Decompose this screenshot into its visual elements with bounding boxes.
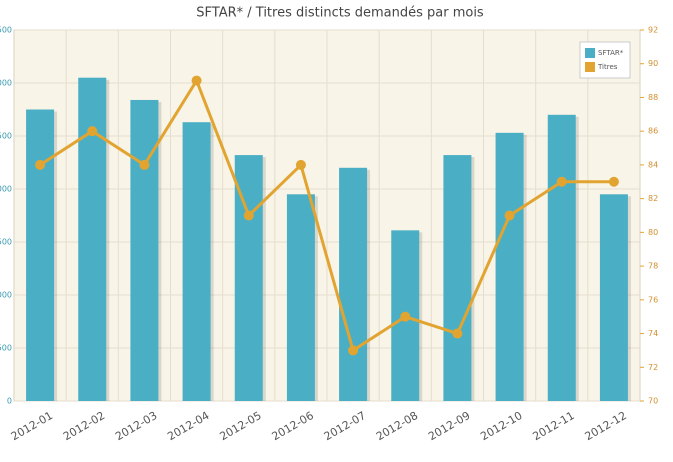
y2-tick-label: 86: [648, 127, 658, 136]
bar: [130, 99, 159, 402]
y2-tick-label: 82: [648, 194, 658, 203]
y-tick-label: 2000: [0, 185, 12, 194]
y2-tick-label: 78: [648, 262, 658, 271]
y-tick-label: 3000: [0, 79, 12, 88]
legend-swatch: [585, 48, 595, 58]
line-point: [556, 176, 567, 187]
bar: [495, 132, 524, 401]
line-point: [295, 159, 306, 170]
x-tick-label: 2012-06: [270, 409, 316, 443]
bar: [339, 167, 368, 401]
line-point: [452, 328, 463, 339]
x-tick-label: 2012-08: [374, 409, 420, 443]
bar: [26, 109, 55, 401]
line-point: [348, 345, 359, 356]
bar: [286, 194, 315, 401]
y2-tick-label: 70: [648, 397, 658, 406]
line-point: [400, 311, 411, 322]
y2-tick-label: 90: [648, 59, 658, 68]
y2-tick-label: 74: [648, 329, 658, 338]
y2-tick-label: 84: [648, 160, 658, 169]
x-tick-label: 2012-12: [583, 409, 629, 443]
y-tick-label: 500: [0, 344, 12, 353]
x-tick-label: 2012-05: [217, 409, 263, 443]
y-tick-label: 1500: [0, 238, 12, 247]
x-tick-label: 2012-04: [165, 409, 211, 443]
y2-tick-label: 88: [648, 93, 658, 102]
x-tick-label: 2012-07: [322, 409, 368, 443]
line-point: [243, 210, 254, 221]
y2-tick-label: 72: [648, 363, 658, 372]
x-tick-label: 2012-03: [113, 409, 159, 443]
line-point: [608, 176, 619, 187]
y-tick-label: 1000: [0, 291, 12, 300]
legend: [579, 41, 631, 79]
line: [39, 77, 614, 353]
y-tick-label: 3500: [0, 26, 12, 35]
bar: [599, 194, 628, 401]
legend-label: SFTAR*: [598, 49, 624, 57]
x-tick-label: 2012-02: [61, 409, 107, 443]
y-tick-label: 0: [7, 397, 12, 406]
x-tick-label: 2012-09: [426, 409, 472, 443]
y-tick-label: 2500: [0, 132, 12, 141]
line-point: [139, 159, 150, 170]
bar: [547, 114, 576, 402]
x-tick-label: 2012-10: [478, 409, 524, 443]
line-point: [35, 159, 46, 170]
legend-swatch: [585, 62, 595, 72]
x-tick-label: 2012-11: [530, 409, 576, 443]
legend-label: Titres: [597, 63, 618, 71]
bar: [234, 155, 263, 401]
x-tick-label: 2012-01: [9, 409, 55, 443]
line-point: [191, 75, 202, 86]
y2-tick-label: 76: [648, 295, 658, 304]
y2-tick-label: 92: [648, 26, 658, 35]
chart-title: SFTAR* / Titres distincts demandés par m…: [196, 6, 484, 21]
line-point: [504, 210, 515, 221]
bar: [182, 122, 211, 401]
bar: [443, 155, 472, 401]
y2-tick-label: 80: [648, 228, 658, 237]
line-point: [87, 126, 98, 137]
